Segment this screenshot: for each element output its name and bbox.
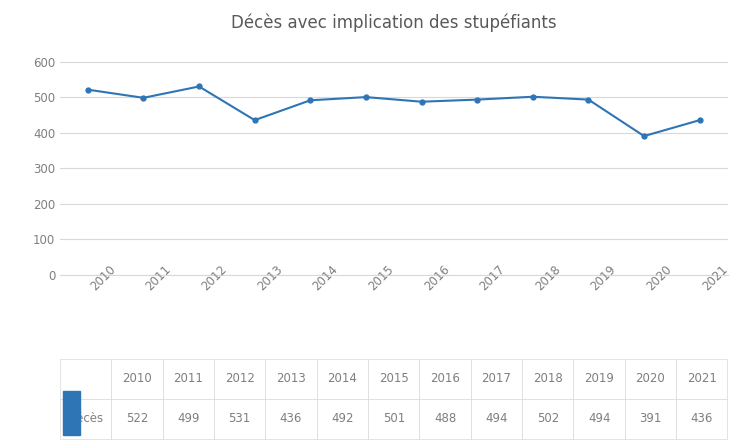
Text: 2012: 2012 <box>199 262 230 293</box>
Title: Décès avec implication des stupéfiants: Décès avec implication des stupéfiants <box>231 13 556 31</box>
Text: 2013: 2013 <box>255 263 285 293</box>
Text: 2014: 2014 <box>310 262 340 293</box>
Text: 2020: 2020 <box>644 263 674 293</box>
Text: 2016: 2016 <box>422 262 452 293</box>
Text: 2019: 2019 <box>589 262 619 293</box>
Text: 2010: 2010 <box>88 263 118 293</box>
Text: 2015: 2015 <box>366 263 396 293</box>
Text: 2011: 2011 <box>143 262 174 293</box>
Text: 2021: 2021 <box>700 262 730 293</box>
Bar <box>63 391 80 435</box>
Text: 2017: 2017 <box>477 262 508 293</box>
Text: 2018: 2018 <box>532 263 563 293</box>
